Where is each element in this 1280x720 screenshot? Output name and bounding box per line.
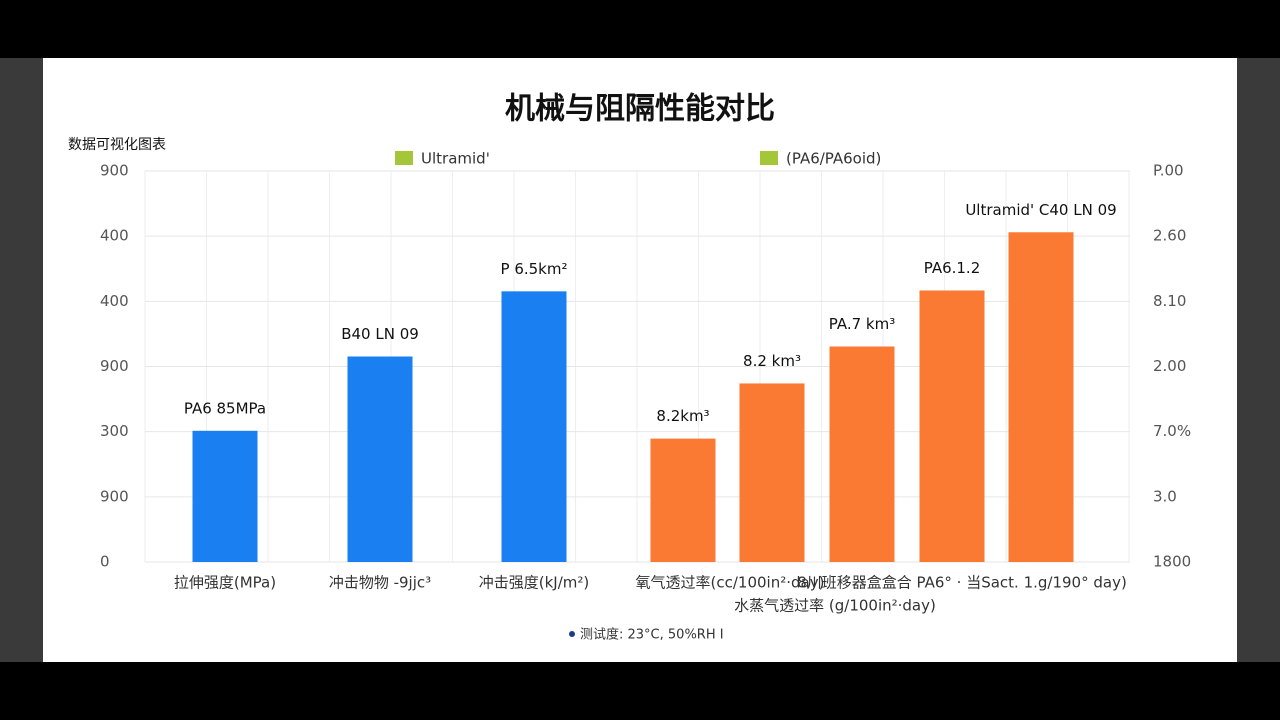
bar-annotation: B40 LN 09	[341, 325, 419, 343]
y-tick-label: 300	[100, 422, 129, 440]
bar	[192, 430, 258, 562]
y2-tick-label: 1800	[1153, 553, 1191, 571]
bar	[739, 383, 805, 562]
bar-annotation: 8.2km³	[656, 407, 709, 425]
group-label: 8川班移器盒盒合 PA6° · 当Sact. 1.g/190° day)	[797, 574, 1127, 592]
bar-annotation: P 6.5km²	[501, 260, 568, 278]
footnote-dot	[569, 631, 575, 637]
x-tick-label: 冲击强度(kJ/m²)	[479, 574, 590, 592]
y2-tick-label: 3.0	[1153, 487, 1177, 505]
legend-swatch	[395, 151, 413, 165]
bar-annotation: PA6.1.2	[924, 259, 981, 277]
subtitle: 数据可视化图表	[68, 137, 166, 153]
y-tick-label: 400	[100, 292, 129, 310]
legend-label: (PA6/PA6oid)	[786, 150, 881, 168]
bar	[919, 290, 985, 562]
bar	[829, 346, 895, 562]
y2-tick-label: 2.60	[1153, 227, 1186, 245]
y2-tick-label: 8.10	[1153, 292, 1186, 310]
y-tick-label: 400	[100, 227, 129, 245]
group-label: 氧气透过率(cc/100in²·day)	[636, 574, 825, 592]
bar-annotation: PA.7 km³	[829, 315, 895, 333]
bar-annotation: Ultramid' C40 LN 09	[965, 201, 1116, 219]
chart-title: 机械与阻隔性能对比	[505, 92, 775, 127]
x-tick-label: 冲击物物 -9jjc³	[329, 574, 431, 592]
y-tick-label: 900	[100, 487, 129, 505]
y2-tick-label: P.00	[1153, 162, 1184, 180]
group-label: 水蒸气透过率 (g/100in²·day)	[734, 597, 936, 615]
bar	[347, 356, 413, 562]
x-tick-label: 拉伸强度(MPa)	[174, 574, 276, 592]
bar	[1008, 232, 1074, 563]
footnote: 测试度: 23°C, 50%RH I	[580, 627, 724, 643]
bar	[650, 438, 716, 562]
bar-annotation: 8.2 km³	[743, 352, 801, 370]
y-tick-label: 0	[100, 553, 110, 571]
y-tick-label: 900	[100, 162, 129, 180]
legend-swatch	[760, 151, 778, 165]
bar	[501, 291, 567, 562]
bar-annotation: PA6 85MPa	[184, 399, 266, 417]
y2-tick-label: 7.0%	[1153, 422, 1191, 440]
y-tick-label: 900	[100, 357, 129, 375]
y2-tick-label: 2.00	[1153, 357, 1186, 375]
legend-label: Ultramid'	[421, 150, 490, 168]
